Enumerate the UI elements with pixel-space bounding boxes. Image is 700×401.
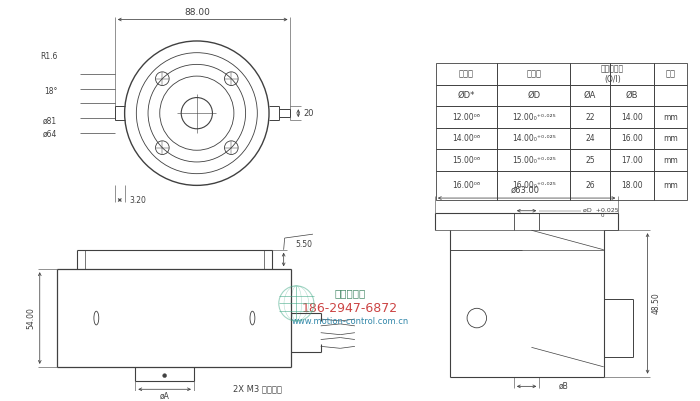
- Bar: [436, 106, 497, 128]
- Text: øD  +0.025: øD +0.025: [583, 208, 619, 213]
- Bar: [654, 106, 687, 128]
- Text: ØA: ØA: [584, 91, 596, 100]
- Text: 夹紧环外径
(O/I): 夹紧环外径 (O/I): [601, 65, 624, 84]
- Bar: [654, 85, 687, 106]
- Text: ØB: ØB: [626, 91, 638, 100]
- Text: 匹配轴: 匹配轴: [459, 70, 474, 79]
- Bar: [610, 63, 655, 85]
- Text: 54.00: 54.00: [27, 307, 36, 329]
- Bar: [497, 128, 570, 149]
- Text: øB: øB: [559, 382, 568, 391]
- Text: 88.00: 88.00: [184, 8, 210, 16]
- Text: 16.00: 16.00: [621, 134, 643, 143]
- Bar: [570, 171, 610, 200]
- Text: 西安德佰拓: 西安德佰拓: [335, 288, 365, 298]
- Text: 2X M3 固定螺钉: 2X M3 固定螺钉: [233, 385, 282, 394]
- Bar: [570, 149, 610, 171]
- Bar: [497, 171, 570, 200]
- Bar: [497, 149, 570, 171]
- Text: 14.00⁰⁶: 14.00⁰⁶: [453, 134, 481, 143]
- Text: øA: øA: [160, 392, 169, 401]
- Text: 22: 22: [585, 113, 595, 122]
- Bar: [654, 171, 687, 200]
- Bar: [497, 63, 570, 85]
- Text: 15.00₀⁺⁰·⁰²⁵: 15.00₀⁺⁰·⁰²⁵: [512, 156, 556, 164]
- Bar: [570, 128, 610, 149]
- Text: 15.00⁰⁶: 15.00⁰⁶: [453, 156, 481, 164]
- Text: 20: 20: [303, 109, 314, 117]
- Bar: [654, 63, 687, 85]
- Text: 24: 24: [585, 134, 595, 143]
- Text: 25: 25: [585, 156, 595, 164]
- Text: ØD: ØD: [527, 91, 540, 100]
- Text: 18.00: 18.00: [621, 181, 643, 190]
- Text: www.motion-control.com.cn: www.motion-control.com.cn: [291, 318, 409, 326]
- Text: 26: 26: [585, 181, 595, 190]
- Bar: [436, 149, 497, 171]
- Bar: [436, 171, 497, 200]
- Text: 48.50: 48.50: [652, 293, 661, 314]
- Bar: [436, 63, 497, 85]
- Text: 16.00⁰⁶: 16.00⁰⁶: [453, 181, 481, 190]
- Text: ø64: ø64: [43, 130, 57, 139]
- Text: 3.20: 3.20: [130, 196, 146, 205]
- Bar: [436, 85, 497, 106]
- Bar: [654, 149, 687, 171]
- Text: mm: mm: [663, 113, 678, 122]
- Text: mm: mm: [663, 181, 678, 190]
- Text: 14.00₀⁺⁰·⁰²⁵: 14.00₀⁺⁰·⁰²⁵: [512, 134, 556, 143]
- Text: R1.6: R1.6: [40, 52, 57, 61]
- Text: 14.00: 14.00: [621, 113, 643, 122]
- Text: 17.00: 17.00: [621, 156, 643, 164]
- Bar: [654, 128, 687, 149]
- Text: ø63.00: ø63.00: [511, 186, 540, 195]
- Text: ø81: ø81: [43, 116, 57, 126]
- Bar: [610, 128, 655, 149]
- Bar: [497, 106, 570, 128]
- Bar: [570, 85, 610, 106]
- Bar: [610, 85, 655, 106]
- Bar: [610, 171, 655, 200]
- Text: mm: mm: [663, 134, 678, 143]
- Bar: [570, 106, 610, 128]
- Text: ØD*: ØD*: [458, 91, 475, 100]
- Text: 单位: 单位: [666, 70, 675, 79]
- Text: 12.00⁰⁶: 12.00⁰⁶: [453, 113, 480, 122]
- Bar: [497, 85, 570, 106]
- Bar: [570, 63, 610, 85]
- Text: 0: 0: [601, 213, 604, 218]
- Bar: [610, 106, 655, 128]
- Text: 12.00₀⁺⁰·⁰²⁵: 12.00₀⁺⁰·⁰²⁵: [512, 113, 556, 122]
- Text: 16.00₀⁺⁰·⁰²⁵: 16.00₀⁺⁰·⁰²⁵: [512, 181, 556, 190]
- Text: 5.50: 5.50: [295, 240, 312, 249]
- Bar: [436, 128, 497, 149]
- Text: mm: mm: [663, 156, 678, 164]
- Text: 186-2947-6872: 186-2947-6872: [302, 302, 398, 315]
- Bar: [610, 149, 655, 171]
- Circle shape: [162, 374, 167, 378]
- Text: 18°: 18°: [44, 87, 57, 96]
- Text: 空心轴: 空心轴: [526, 70, 541, 79]
